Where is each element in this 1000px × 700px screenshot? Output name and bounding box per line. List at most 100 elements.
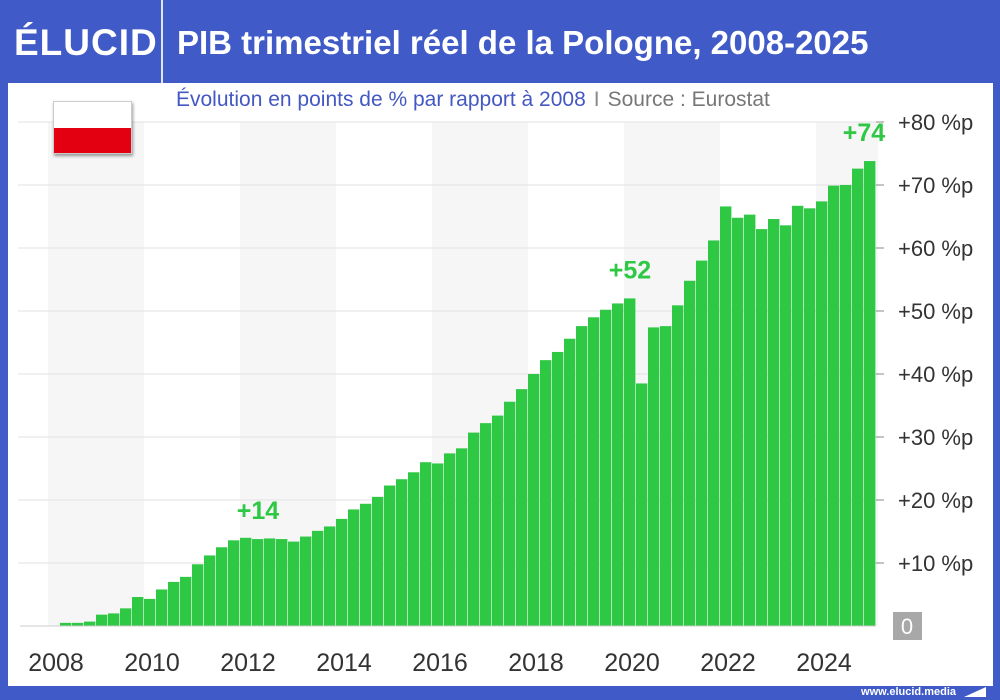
x-tick-label: 2012 — [220, 649, 276, 677]
bar — [864, 161, 876, 626]
bar — [384, 485, 396, 626]
annotation-label: +52 — [609, 256, 651, 284]
annotation-label: +14 — [237, 497, 280, 525]
header-divider — [161, 0, 163, 83]
bar — [648, 327, 660, 626]
x-tick-label: 2016 — [412, 649, 468, 677]
bar — [684, 280, 696, 626]
bar — [744, 214, 756, 627]
bar — [132, 597, 144, 626]
bar — [396, 479, 408, 626]
elucid-mark-icon — [964, 687, 986, 697]
source-label: Source : Eurostat — [607, 88, 770, 111]
bar — [144, 598, 156, 626]
y-tick-label: +30 %p — [898, 425, 973, 450]
bar — [492, 415, 504, 626]
y-tick-label: +20 %p — [898, 488, 973, 513]
bar — [732, 217, 744, 626]
bar — [756, 229, 768, 626]
bar — [588, 317, 600, 626]
bar — [564, 338, 576, 626]
bar — [192, 564, 204, 626]
bar — [240, 537, 252, 626]
bar — [312, 530, 324, 626]
bar — [228, 540, 240, 626]
chart-subtitle: Évolution en points de % par rapport à 2… — [176, 88, 770, 112]
bar — [468, 432, 480, 626]
subtitle-separator: I — [593, 88, 600, 111]
bar — [84, 621, 96, 626]
header: ÉLUCID PIB trimestriel réel de la Pologn… — [0, 0, 1000, 83]
bar — [852, 168, 864, 626]
x-tick-label: 2020 — [604, 649, 660, 677]
bar — [96, 614, 108, 626]
bar — [168, 581, 180, 626]
bar — [324, 526, 336, 626]
bar — [780, 225, 792, 626]
bar — [288, 541, 300, 626]
bar — [300, 536, 312, 626]
annotation-label: +74 — [843, 119, 886, 147]
bar — [444, 453, 456, 626]
bar — [108, 613, 120, 626]
bar — [708, 240, 720, 626]
bar — [828, 185, 840, 626]
zero-label-box — [893, 612, 922, 640]
bar — [636, 383, 648, 626]
x-tick-label: 2022 — [700, 649, 756, 677]
x-tick-label: 2008 — [28, 649, 84, 677]
y-tick-label: +40 %p — [898, 362, 973, 387]
bar — [696, 260, 708, 626]
bar — [456, 448, 468, 626]
bar — [348, 509, 360, 626]
bar — [624, 298, 636, 626]
chart-title: PIB trimestriel réel de la Pologne, 2008… — [177, 24, 869, 61]
bar — [552, 351, 564, 626]
bar — [792, 205, 804, 627]
subtitle-text: Évolution en points de % par rapport à 2… — [176, 88, 586, 111]
bar — [372, 496, 384, 626]
bar — [180, 576, 192, 626]
bar — [528, 374, 540, 626]
bar — [336, 518, 348, 626]
bar — [216, 547, 228, 626]
bar — [768, 219, 780, 626]
x-tick-label: 2010 — [124, 649, 180, 677]
bar — [540, 360, 552, 626]
y-tick-label: +10 %p — [898, 551, 973, 576]
bar — [72, 622, 84, 626]
bar — [408, 472, 420, 626]
bar — [600, 309, 612, 626]
bar — [804, 208, 816, 626]
poland-flag-icon — [53, 101, 132, 154]
bar — [480, 423, 492, 626]
bar — [672, 305, 684, 626]
y-tick-label: +60 %p — [898, 236, 973, 261]
footer-url[interactable]: www.elucid.media — [861, 686, 956, 698]
x-tick-label: 2014 — [316, 649, 372, 677]
bar — [252, 539, 264, 626]
bar — [660, 326, 672, 626]
bar — [612, 303, 624, 626]
y-tick-label: 0 — [901, 614, 913, 639]
bar — [60, 622, 72, 626]
bar — [120, 608, 132, 626]
bar — [264, 538, 276, 626]
y-tick-label: +80 %p — [898, 110, 973, 135]
bar — [840, 185, 852, 626]
bar — [720, 206, 732, 627]
x-tick-label: 2024 — [796, 649, 852, 677]
bar — [360, 503, 372, 626]
y-tick-label: +50 %p — [898, 299, 973, 324]
y-tick-label: +70 %p — [898, 173, 973, 198]
bar — [576, 326, 588, 626]
bar — [420, 462, 432, 626]
x-tick-label: 2018 — [508, 649, 564, 677]
bar — [276, 539, 288, 626]
bar — [432, 463, 444, 626]
bar — [504, 401, 516, 626]
elucid-logo: ÉLUCID — [14, 22, 158, 63]
bar — [204, 555, 216, 626]
bar — [516, 389, 528, 626]
